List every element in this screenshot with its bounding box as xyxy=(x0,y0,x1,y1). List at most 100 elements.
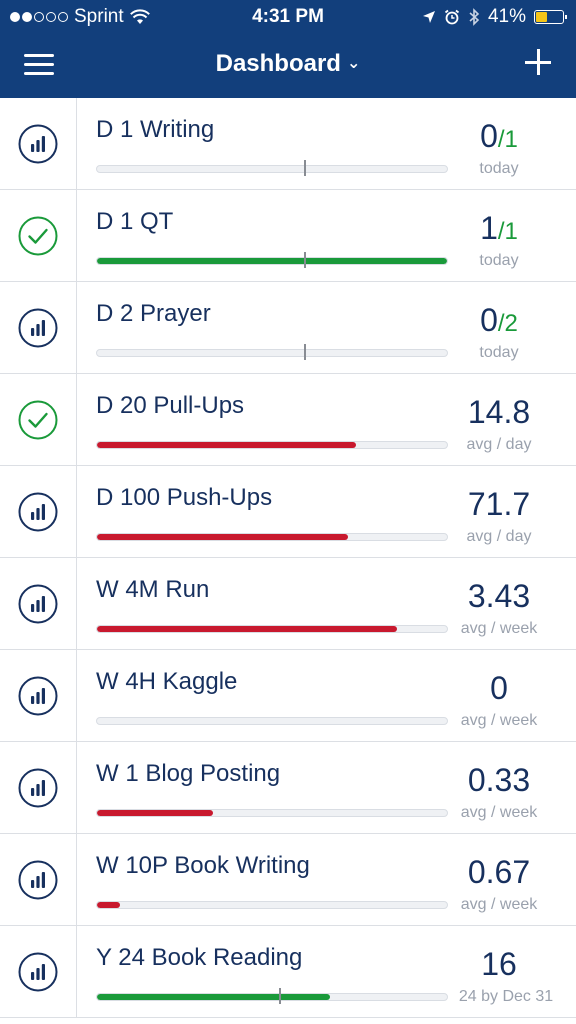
progress-bar xyxy=(96,809,448,817)
wifi-icon xyxy=(129,9,150,24)
goal-current-value: 14.8 xyxy=(467,394,531,430)
goal-target-value: /1 xyxy=(497,126,518,153)
goal-name: W 10P Book Writing xyxy=(96,852,310,879)
goal-current-value: 3.43 xyxy=(467,578,531,614)
goal-value: 0.33 xyxy=(444,762,554,799)
progress-bar xyxy=(96,533,448,541)
battery-icon xyxy=(534,10,567,24)
goal-period-label: avg / week xyxy=(460,620,538,637)
progress-bar xyxy=(96,441,448,449)
goal-row[interactable]: W 4M Run 3.43 avg / week xyxy=(0,558,576,650)
goal-row[interactable]: D 1 QT 1/1 today xyxy=(0,190,576,282)
carrier-name: Sprint xyxy=(74,6,124,27)
battery-level-fill xyxy=(536,12,548,22)
progress-fill xyxy=(97,810,213,816)
check-circle-icon[interactable] xyxy=(0,374,77,465)
stats-icon[interactable] xyxy=(0,558,77,649)
progress-bar xyxy=(96,165,448,173)
goal-row[interactable]: Y 24 Book Reading 16 24 by Dec 31 xyxy=(0,926,576,1018)
goal-name: D 20 Pull-Ups xyxy=(96,392,245,419)
goal-current-value: 1 xyxy=(480,210,498,246)
progress-bar xyxy=(96,349,448,357)
goal-period-label: avg / week xyxy=(460,896,538,913)
progress-fill xyxy=(97,626,397,632)
stats-icon[interactable] xyxy=(0,98,77,189)
add-goal-button[interactable] xyxy=(524,48,552,76)
goal-list: D 1 Writing 0/1 today D 1 QT 1/1 today D 2 Pra… xyxy=(0,98,576,1018)
goal-value: 3.43 xyxy=(444,578,554,615)
stats-icon[interactable] xyxy=(0,650,77,741)
goal-name: W 1 Blog Posting xyxy=(96,760,281,787)
goal-value: 14.8 xyxy=(444,394,554,431)
goal-row[interactable]: D 2 Prayer 0/2 today xyxy=(0,282,576,374)
progress-fill xyxy=(97,994,331,1000)
progress-marker xyxy=(279,988,282,1004)
goal-row[interactable]: D 20 Pull-Ups 14.8 avg / day xyxy=(0,374,576,466)
goal-current-value: 0.33 xyxy=(467,762,531,798)
goal-target-value: /1 xyxy=(497,218,518,245)
goal-period-label: avg / week xyxy=(460,712,538,729)
location-arrow-icon xyxy=(422,11,435,23)
dashboard-title-dropdown[interactable]: Dashboard ⌄ xyxy=(0,50,576,78)
goal-name: Y 24 Book Reading xyxy=(96,944,303,971)
carrier-group: Sprint xyxy=(10,6,150,28)
navigation-bar: Dashboard ⌄ xyxy=(0,34,576,98)
goal-current-value: 0 xyxy=(480,302,498,338)
goal-period-label: avg / day xyxy=(466,436,532,453)
progress-fill xyxy=(97,442,356,448)
goal-current-value: 0 xyxy=(490,670,508,706)
goal-period-label: today xyxy=(479,252,519,269)
goal-current-value: 16 xyxy=(481,946,517,982)
goal-target-value: /2 xyxy=(497,310,518,337)
progress-bar xyxy=(96,993,448,1001)
status-bar: Sprint 4:31 PM 41% xyxy=(0,0,576,34)
progress-bar xyxy=(96,717,448,725)
check-circle-icon[interactable] xyxy=(0,190,77,281)
progress-bar xyxy=(96,625,448,633)
goal-period-label: 24 by Dec 31 xyxy=(458,988,554,1005)
goal-period-label: avg / week xyxy=(460,804,538,821)
goal-period-label: today xyxy=(479,160,519,177)
goal-value: 71.7 xyxy=(444,486,554,523)
goal-row[interactable]: D 1 Writing 0/1 today xyxy=(0,98,576,190)
goal-name: W 4H Kaggle xyxy=(96,668,238,695)
goal-value: 1/1 xyxy=(444,210,554,247)
bluetooth-icon xyxy=(469,8,480,26)
goal-value: 0 xyxy=(444,670,554,707)
goal-name: D 1 QT xyxy=(96,208,174,235)
status-right-group: 41% xyxy=(422,6,567,28)
progress-fill xyxy=(97,258,447,264)
page-title: Dashboard xyxy=(215,50,341,77)
stats-icon[interactable] xyxy=(0,466,77,557)
progress-fill xyxy=(97,534,348,540)
stats-icon[interactable] xyxy=(0,834,77,925)
goal-current-value: 71.7 xyxy=(467,486,531,522)
progress-bar xyxy=(96,257,448,265)
goal-name: W 4M Run xyxy=(96,576,210,603)
goal-period-label: avg / day xyxy=(466,528,532,545)
goal-value: 16 xyxy=(444,946,554,983)
stats-icon[interactable] xyxy=(0,742,77,833)
progress-marker xyxy=(303,160,306,176)
goal-row[interactable]: W 4H Kaggle 0 avg / week xyxy=(0,650,576,742)
progress-marker xyxy=(303,252,306,268)
goal-row[interactable]: W 10P Book Writing 0.67 avg / week xyxy=(0,834,576,926)
goal-name: D 1 Writing xyxy=(96,116,215,143)
goal-value: 0.67 xyxy=(444,854,554,891)
goal-row[interactable]: W 1 Blog Posting 0.33 avg / week xyxy=(0,742,576,834)
goal-value: 0/1 xyxy=(444,118,554,155)
alarm-icon xyxy=(444,9,460,25)
hamburger-menu-icon[interactable] xyxy=(24,54,54,76)
signal-strength-icon xyxy=(10,12,68,22)
chevron-down-icon: ⌄ xyxy=(346,55,361,72)
stats-icon[interactable] xyxy=(0,282,77,373)
stats-icon[interactable] xyxy=(0,926,77,1017)
battery-percent: 41% xyxy=(487,6,526,27)
goal-current-value: 0.67 xyxy=(467,854,531,890)
progress-marker xyxy=(303,344,306,360)
progress-bar xyxy=(96,901,448,909)
goal-row[interactable]: D 100 Push-Ups 71.7 avg / day xyxy=(0,466,576,558)
goal-name: D 100 Push-Ups xyxy=(96,484,273,511)
goal-name: D 2 Prayer xyxy=(96,300,211,327)
goal-current-value: 0 xyxy=(480,118,498,154)
